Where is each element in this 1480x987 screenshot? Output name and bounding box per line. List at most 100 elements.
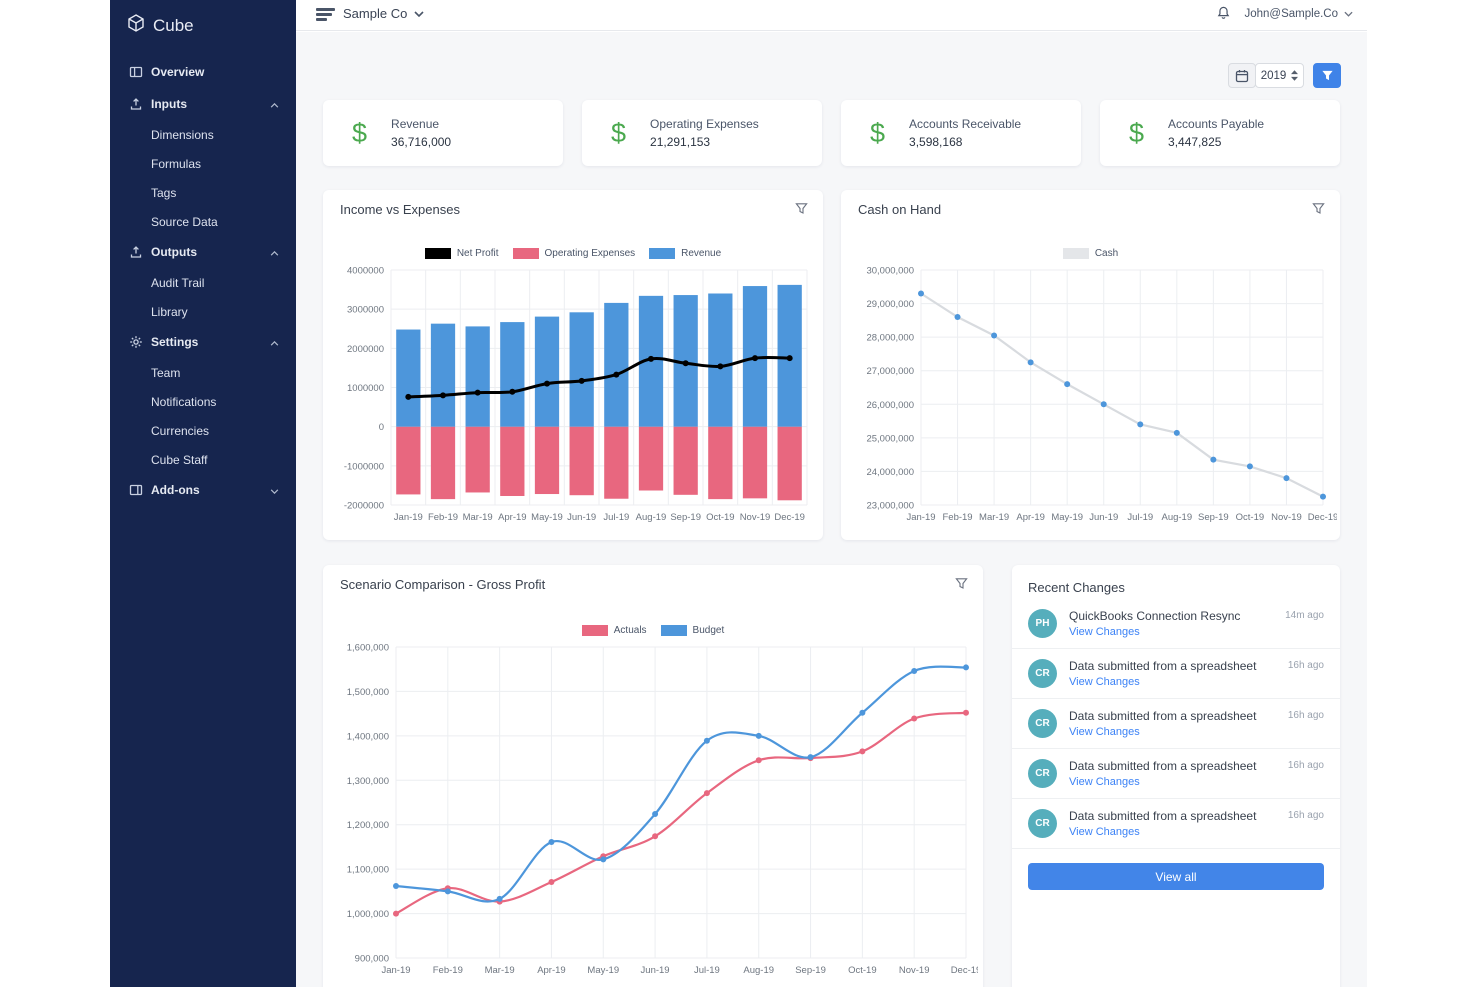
legend-swatch [660,625,687,636]
sidebar-item-label: Dimensions [151,127,214,142]
svg-text:26,000,000: 26,000,000 [866,400,914,411]
sidebar: Cube Overview Inputs Dimensions Formulas Tag… [110,0,296,987]
calendar-button[interactable] [1228,63,1256,88]
sidebar-item-overview[interactable]: Overview [110,56,296,88]
dollar-icon: $ [611,117,627,148]
funnel-icon[interactable] [795,202,808,220]
topbar: Sample Co John@Sample.Co [296,0,1367,31]
sidebar-item-source-data[interactable]: Source Data [110,207,296,236]
svg-text:30,000,000: 30,000,000 [866,266,914,277]
sidebar-item-settings[interactable]: Settings [110,326,296,358]
view-changes-link[interactable]: View Changes [1069,776,1140,788]
legend-label: Budget [692,625,725,636]
change-title: QuickBooks Connection Resync [1069,609,1241,623]
brand-name: Cube [153,15,194,35]
sidebar-item-notifications[interactable]: Notifications [110,387,296,416]
brand: Cube [110,0,296,44]
change-timestamp: 16h ago [1287,760,1324,771]
recent-change-item: CR Data submitted from a spreadsheet View … [1012,749,1340,799]
sidebar-item-outputs[interactable]: Outputs [110,236,296,268]
sidebar-item-library[interactable]: Library [110,297,296,326]
sidebar-item-team[interactable]: Team [110,358,296,387]
svg-text:Dec-19: Dec-19 [774,512,805,523]
svg-text:Sep-19: Sep-19 [1198,512,1229,523]
recent-change-item: PH QuickBooks Connection Resync View Chang… [1012,599,1340,649]
svg-text:Jul-19: Jul-19 [1127,512,1153,523]
change-timestamp: 14m ago [1285,610,1324,621]
sidebar-item-label: Library [151,304,188,319]
legend-swatch [649,248,676,259]
svg-text:3000000: 3000000 [347,305,384,316]
sidebar-item-label: Audit Trail [151,275,205,290]
svg-text:Sep-19: Sep-19 [795,965,826,975]
scenario-comparison-chart: 900,000 1,000,000 1,100,000 1,200,000 1,300,… [347,643,978,976]
recent-changes-card: Recent Changes PH QuickBooks Connection R… [1012,565,1340,987]
outputs-icon [129,245,143,259]
svg-text:Jul-19: Jul-19 [603,512,629,523]
legend-swatch [1062,248,1089,259]
view-changes-link[interactable]: View Changes [1069,826,1140,838]
user-menu[interactable]: John@Sample.Co [1245,8,1354,20]
svg-text:4000000: 4000000 [347,266,384,277]
svg-text:29,000,000: 29,000,000 [866,299,914,310]
kpi-card-accounts-receivable: $ Accounts Receivable 3,598,168 [841,100,1081,166]
svg-text:Jan-19: Jan-19 [381,965,410,975]
sidebar-item-label: Team [151,365,181,380]
svg-text:Apr-19: Apr-19 [498,512,527,523]
svg-text:Dec-19: Dec-19 [951,965,978,975]
legend-label: Revenue [681,248,722,259]
menu-icon[interactable] [316,8,336,22]
kpi-card-revenue: $ Revenue 36,716,000 [323,100,563,166]
sidebar-item-label: Tags [151,185,177,200]
sidebar-item-add-ons[interactable]: Add-ons [110,474,296,506]
company-selector[interactable]: Sample Co [343,6,424,21]
svg-text:Jan-19: Jan-19 [394,512,423,523]
svg-text:1,100,000: 1,100,000 [347,865,389,876]
change-title: Data submitted from a spreadsheet [1069,659,1257,673]
cash-on-hand-card: Cash on Hand Cash 23,000,000 24,000,000 25… [841,190,1340,540]
sidebar-item-label: Currencies [151,423,210,438]
legend-item-budget: Budget [660,625,725,636]
chevron-down-icon [1344,11,1353,17]
income-vs-expenses-chart: -2000000 -1000000 0 1000000 2000000 3000000 40… [344,266,808,523]
svg-text:1,500,000: 1,500,000 [347,687,389,698]
view-changes-link[interactable]: View Changes [1069,726,1140,738]
view-all-button[interactable]: View all [1028,863,1324,890]
funnel-icon[interactable] [955,577,968,595]
legend-item-net-profit: Net Profit [424,248,499,259]
sidebar-item-dimensions[interactable]: Dimensions [110,120,296,149]
svg-text:Aug-19: Aug-19 [1161,512,1192,523]
dollar-icon: $ [1129,117,1145,148]
sidebar-item-audit-trail[interactable]: Audit Trail [110,268,296,297]
chevron-up-icon [270,245,279,259]
chart-title: Cash on Hand [858,202,942,217]
sidebar-item-tags[interactable]: Tags [110,178,296,207]
settings-icon [129,335,143,349]
sidebar-item-cube-staff[interactable]: Cube Staff [110,445,296,474]
kpi-value: 3,447,825 [1168,135,1222,149]
legend-label: Cash [1094,248,1119,259]
sidebar-item-inputs[interactable]: Inputs [110,88,296,120]
svg-text:Aug-19: Aug-19 [636,512,667,523]
svg-text:27,000,000: 27,000,000 [866,366,914,377]
funnel-icon[interactable] [1312,202,1325,220]
year-select[interactable]: 2019 [1255,63,1304,88]
legend-item-cash: Cash [1062,248,1119,259]
change-timestamp: 16h ago [1287,810,1324,821]
svg-text:1,200,000: 1,200,000 [347,820,389,831]
svg-text:Jun-19: Jun-19 [1089,512,1118,523]
view-changes-link[interactable]: View Changes [1069,676,1140,688]
filter-button[interactable] [1313,63,1341,88]
scenario-comparison-card: Scenario Comparison - Gross Profit Actua… [323,565,983,987]
view-changes-link[interactable]: View Changes [1069,626,1140,638]
sidebar-item-currencies[interactable]: Currencies [110,416,296,445]
svg-text:900,000: 900,000 [355,954,389,965]
sidebar-item-formulas[interactable]: Formulas [110,149,296,178]
dollar-icon: $ [352,117,368,148]
sidebar-item-label: Source Data [151,214,218,229]
svg-text:May-19: May-19 [1051,512,1083,523]
svg-text:May-19: May-19 [531,512,563,523]
user-email: John@Sample.Co [1244,7,1339,20]
bell-icon[interactable] [1216,5,1231,22]
